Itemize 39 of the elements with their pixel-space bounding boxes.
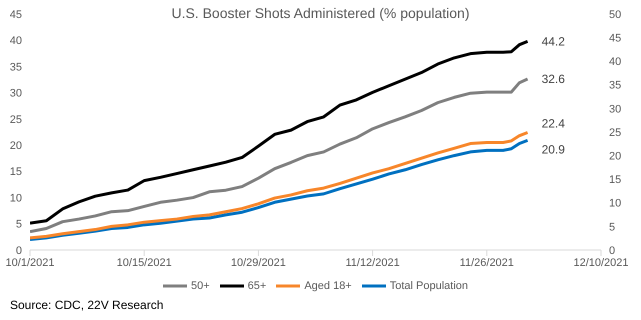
y-tick-label: 30 xyxy=(10,88,22,100)
y2-tick-label: 40 xyxy=(609,56,622,68)
source-note: Source: CDC, 22V Research xyxy=(10,298,164,312)
x-tick-label: 10/15/2021 xyxy=(116,256,172,269)
x-tick-label: 10/29/2021 xyxy=(230,256,286,269)
y-tick-label: 40 xyxy=(10,35,22,48)
y-tick-label: 20 xyxy=(10,140,22,152)
y-tick-label: 10 xyxy=(10,192,22,204)
y2-tick-label: 30 xyxy=(609,103,622,116)
y2-tick-label: 25 xyxy=(609,126,622,139)
y-tick-label: 35 xyxy=(10,61,22,74)
legend-label: 50+ xyxy=(190,280,210,292)
data-label: 44.2 xyxy=(542,34,566,48)
x-tick-label: 10/1/2021 xyxy=(6,256,54,269)
y-tick-label: 0 xyxy=(16,244,22,257)
chart-title: U.S. Booster Shots Administered (% population) xyxy=(171,5,470,21)
y2-tick-label: 50 xyxy=(609,8,622,21)
x-tick-label: 12/10/2021 xyxy=(573,256,629,269)
line-series xyxy=(30,40,530,225)
y2-tick-label: 35 xyxy=(609,80,622,92)
legend-label: 65+ xyxy=(248,280,266,292)
y-tick-label: 15 xyxy=(10,166,22,178)
y2-tick-label: 20 xyxy=(609,150,622,163)
y2-tick-label: 5 xyxy=(609,221,616,234)
y-tick-label: 5 xyxy=(16,218,22,231)
data-label: 22.4 xyxy=(542,116,566,131)
y2-tick-label: 10 xyxy=(609,198,622,210)
y2-tick-label: 15 xyxy=(609,174,622,186)
x-tick-label: 11/26/2021 xyxy=(460,256,514,269)
y-tick-label: 45 xyxy=(10,8,22,21)
legend-label: Aged 18+ xyxy=(304,280,352,292)
legend-label: Total Population xyxy=(390,280,468,292)
y2-tick-label: 45 xyxy=(609,32,622,45)
y2-tick-label: 0 xyxy=(609,244,616,257)
line-series xyxy=(30,78,530,234)
data-label: 32.6 xyxy=(542,72,566,86)
data-label: 20.9 xyxy=(542,142,566,156)
y-tick-label: 25 xyxy=(10,114,22,126)
x-tick-label: 11/12/2021 xyxy=(345,256,400,269)
